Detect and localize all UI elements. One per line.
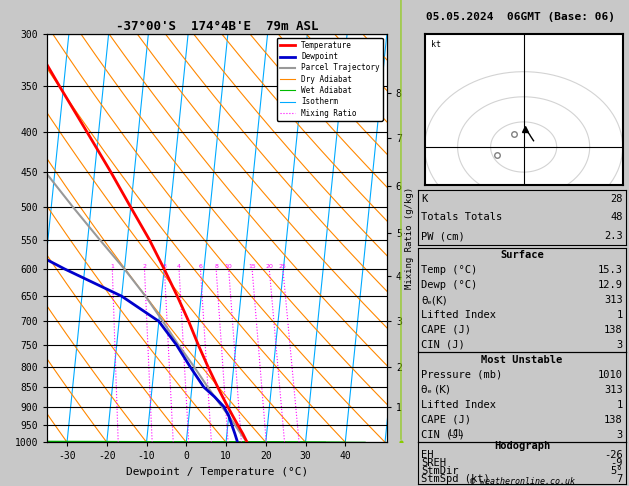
Text: Lifted Index: Lifted Index bbox=[421, 310, 496, 320]
Text: 20: 20 bbox=[265, 264, 273, 269]
Text: 2: 2 bbox=[143, 264, 147, 269]
Text: 8: 8 bbox=[214, 264, 218, 269]
Text: PW (cm): PW (cm) bbox=[421, 231, 465, 241]
Text: Pressure (mb): Pressure (mb) bbox=[421, 370, 503, 380]
Text: 28: 28 bbox=[610, 194, 623, 204]
Text: 6: 6 bbox=[199, 264, 203, 269]
Text: 48: 48 bbox=[610, 212, 623, 223]
Title: -37°00'S  174°4B'E  79m ASL: -37°00'S 174°4B'E 79m ASL bbox=[116, 20, 318, 33]
Text: θₑ (K): θₑ (K) bbox=[421, 385, 450, 395]
Text: -26: -26 bbox=[604, 450, 623, 460]
Text: Most Unstable: Most Unstable bbox=[481, 355, 563, 365]
Text: 7: 7 bbox=[616, 474, 623, 485]
Legend: Temperature, Dewpoint, Parcel Trajectory, Dry Adiabat, Wet Adiabat, Isotherm, Mi: Temperature, Dewpoint, Parcel Trajectory… bbox=[277, 38, 383, 121]
Text: 3: 3 bbox=[616, 430, 623, 440]
Text: K: K bbox=[421, 194, 428, 204]
Text: SREH: SREH bbox=[421, 458, 447, 468]
Text: 15: 15 bbox=[248, 264, 256, 269]
Text: kt: kt bbox=[431, 39, 441, 49]
Text: © weatheronline.co.uk: © weatheronline.co.uk bbox=[470, 476, 574, 486]
Text: 313: 313 bbox=[604, 385, 623, 395]
Text: CIN (J): CIN (J) bbox=[421, 430, 465, 440]
Y-axis label: Mixing Ratio (g/kg): Mixing Ratio (g/kg) bbox=[404, 187, 413, 289]
Text: 138: 138 bbox=[604, 325, 623, 335]
Text: 05.05.2024  06GMT (Base: 06): 05.05.2024 06GMT (Base: 06) bbox=[426, 12, 615, 22]
Text: Dewp (°C): Dewp (°C) bbox=[421, 280, 477, 290]
Text: 1010: 1010 bbox=[598, 370, 623, 380]
Text: 313: 313 bbox=[604, 295, 623, 305]
Text: -9: -9 bbox=[610, 458, 623, 468]
Text: 3: 3 bbox=[162, 264, 167, 269]
Text: CAPE (J): CAPE (J) bbox=[421, 325, 471, 335]
Text: CIN (J): CIN (J) bbox=[421, 340, 465, 350]
X-axis label: Dewpoint / Temperature (°C): Dewpoint / Temperature (°C) bbox=[126, 467, 308, 477]
Text: 138: 138 bbox=[604, 415, 623, 425]
Text: 15.3: 15.3 bbox=[598, 265, 623, 275]
Text: 3: 3 bbox=[616, 340, 623, 350]
Text: Surface: Surface bbox=[500, 250, 544, 260]
Text: 5°: 5° bbox=[610, 466, 623, 476]
Text: 1: 1 bbox=[616, 400, 623, 410]
Text: 25: 25 bbox=[279, 264, 287, 269]
Text: Hodograph: Hodograph bbox=[494, 441, 550, 451]
Text: Temp (°C): Temp (°C) bbox=[421, 265, 477, 275]
Text: 2.3: 2.3 bbox=[604, 231, 623, 241]
Text: EH: EH bbox=[421, 450, 434, 460]
Text: Lifted Index: Lifted Index bbox=[421, 400, 496, 410]
Text: Totals Totals: Totals Totals bbox=[421, 212, 503, 223]
Text: 12.9: 12.9 bbox=[598, 280, 623, 290]
Text: StmDir: StmDir bbox=[421, 466, 459, 476]
Text: θₑ(K): θₑ(K) bbox=[421, 295, 447, 305]
Text: 10: 10 bbox=[225, 264, 233, 269]
Text: 4: 4 bbox=[177, 264, 181, 269]
Text: CAPE (J): CAPE (J) bbox=[421, 415, 471, 425]
Text: 1: 1 bbox=[110, 264, 114, 269]
Text: LCL: LCL bbox=[448, 429, 463, 438]
Text: StmSpd (kt): StmSpd (kt) bbox=[421, 474, 490, 485]
Text: 1: 1 bbox=[616, 310, 623, 320]
